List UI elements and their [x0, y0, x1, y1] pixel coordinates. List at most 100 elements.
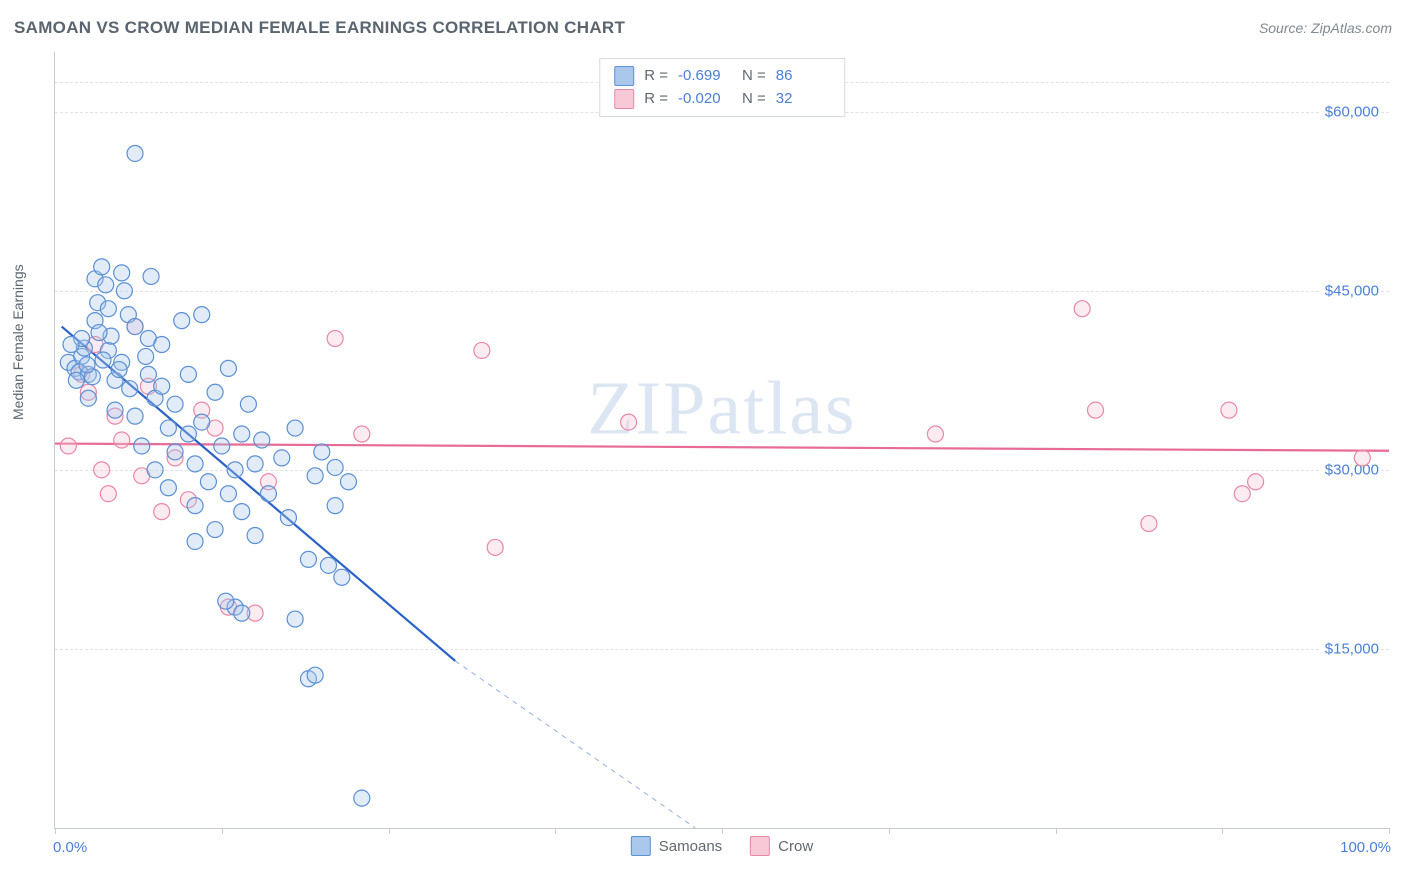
data-point-samoans	[187, 533, 203, 549]
data-point-samoans	[254, 432, 270, 448]
data-point-samoans	[138, 348, 154, 364]
data-point-samoans	[274, 450, 290, 466]
data-point-samoans	[354, 790, 370, 806]
data-point-samoans	[154, 378, 170, 394]
correlation-legend: R =-0.699N =86R =-0.020N =32	[599, 58, 845, 117]
data-point-crow	[474, 342, 490, 358]
data-point-samoans	[220, 360, 236, 376]
data-point-samoans	[180, 366, 196, 382]
data-point-samoans	[80, 390, 96, 406]
scatter-plot	[55, 52, 1389, 828]
data-point-crow	[487, 539, 503, 555]
n-value: 86	[776, 65, 830, 88]
chart-plot-area: ZIPatlas $15,000$30,000$45,000$60,000 0.…	[54, 52, 1389, 829]
x-tick	[222, 828, 223, 834]
data-point-samoans	[111, 362, 127, 378]
data-point-crow	[1234, 486, 1250, 502]
series-legend-item: Samoans	[631, 836, 722, 856]
chart-source: Source: ZipAtlas.com	[1259, 20, 1392, 36]
data-point-samoans	[327, 459, 343, 475]
data-point-samoans	[314, 444, 330, 460]
data-point-samoans	[160, 480, 176, 496]
data-point-samoans	[214, 438, 230, 454]
n-value: 32	[776, 88, 830, 111]
data-point-samoans	[100, 301, 116, 317]
data-point-samoans	[287, 420, 303, 436]
legend-swatch	[631, 836, 651, 856]
data-point-samoans	[327, 498, 343, 514]
x-tick	[55, 828, 56, 834]
data-point-samoans	[247, 528, 263, 544]
data-point-samoans	[95, 352, 111, 368]
data-point-samoans	[234, 605, 250, 621]
data-point-samoans	[122, 381, 138, 397]
data-point-crow	[621, 414, 637, 430]
x-tick	[555, 828, 556, 834]
data-point-samoans	[334, 569, 350, 585]
data-point-samoans	[116, 283, 132, 299]
data-point-crow	[154, 504, 170, 520]
data-point-crow	[1221, 402, 1237, 418]
legend-swatch	[614, 66, 634, 86]
data-point-samoans	[260, 486, 276, 502]
series-legend-label: Crow	[778, 838, 813, 855]
data-point-samoans	[107, 402, 123, 418]
data-point-samoans	[134, 438, 150, 454]
x-tick	[389, 828, 390, 834]
r-value: -0.020	[678, 88, 732, 111]
x-tick	[722, 828, 723, 834]
x-tick	[1389, 828, 1390, 834]
correlation-legend-row: R =-0.699N =86	[614, 65, 830, 88]
data-point-samoans	[320, 557, 336, 573]
x-tick	[889, 828, 890, 834]
data-point-samoans	[187, 498, 203, 514]
data-point-crow	[1088, 402, 1104, 418]
data-point-samoans	[143, 268, 159, 284]
x-tick	[1222, 828, 1223, 834]
data-point-crow	[1141, 516, 1157, 532]
data-point-samoans	[194, 414, 210, 430]
data-point-samoans	[218, 593, 234, 609]
correlation-legend-row: R =-0.020N =32	[614, 88, 830, 111]
trendline-dashed-samoans	[455, 661, 695, 828]
data-point-samoans	[167, 444, 183, 460]
r-label: R =	[644, 88, 668, 111]
series-legend-label: Samoans	[659, 838, 722, 855]
data-point-samoans	[187, 456, 203, 472]
data-point-samoans	[91, 325, 107, 341]
data-point-samoans	[180, 426, 196, 442]
data-point-samoans	[300, 551, 316, 567]
data-point-samoans	[127, 319, 143, 335]
data-point-crow	[100, 486, 116, 502]
data-point-samoans	[220, 486, 236, 502]
data-point-samoans	[140, 366, 156, 382]
n-label: N =	[742, 65, 766, 88]
data-point-samoans	[200, 474, 216, 490]
data-point-samoans	[79, 357, 95, 373]
r-value: -0.699	[678, 65, 732, 88]
data-point-samoans	[174, 313, 190, 329]
data-point-samoans	[307, 468, 323, 484]
data-point-samoans	[280, 510, 296, 526]
data-point-crow	[60, 438, 76, 454]
data-point-samoans	[160, 420, 176, 436]
data-point-samoans	[68, 372, 84, 388]
data-point-samoans	[234, 426, 250, 442]
data-point-samoans	[207, 522, 223, 538]
data-point-samoans	[127, 145, 143, 161]
series-legend: Samoans Crow	[631, 836, 813, 856]
data-point-samoans	[94, 259, 110, 275]
data-point-samoans	[307, 667, 323, 683]
data-point-samoans	[240, 396, 256, 412]
legend-swatch	[750, 836, 770, 856]
data-point-crow	[114, 432, 130, 448]
data-point-crow	[1074, 301, 1090, 317]
series-legend-item: Crow	[750, 836, 813, 856]
data-point-samoans	[247, 456, 263, 472]
x-tick-label-left: 0.0%	[53, 839, 87, 856]
data-point-samoans	[154, 336, 170, 352]
data-point-samoans	[98, 277, 114, 293]
data-point-samoans	[207, 384, 223, 400]
data-point-crow	[1354, 450, 1370, 466]
chart-header: SAMOAN VS CROW MEDIAN FEMALE EARNINGS CO…	[14, 18, 1392, 38]
